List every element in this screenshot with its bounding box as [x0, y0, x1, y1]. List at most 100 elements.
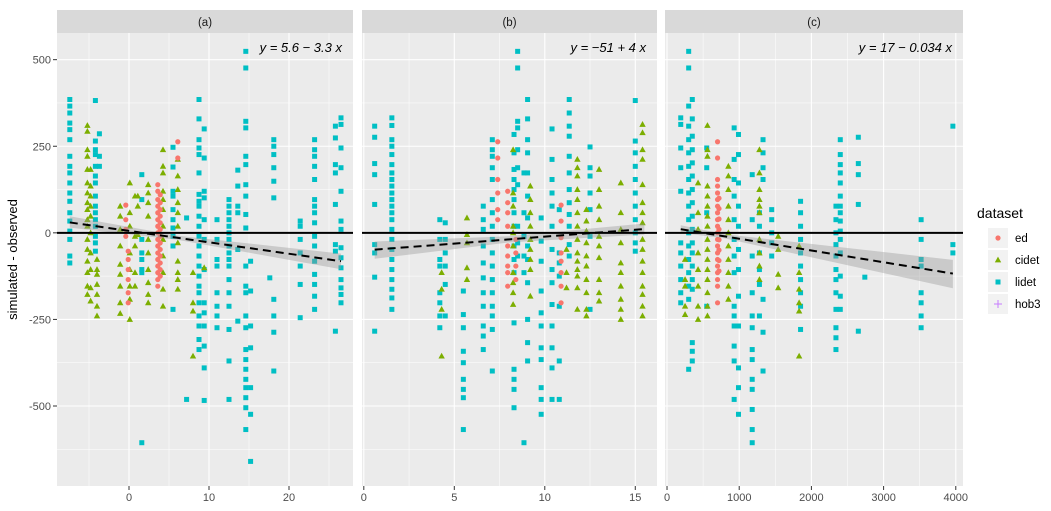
point-lidet — [731, 156, 737, 162]
point-ed — [125, 300, 131, 306]
point-ed — [495, 207, 501, 213]
point-cidet — [704, 222, 711, 229]
point-cidet — [639, 312, 646, 319]
point-lidet — [511, 366, 517, 372]
point-ed — [714, 190, 721, 196]
point-lidet — [549, 190, 555, 196]
point-cidet — [574, 172, 581, 179]
point-lidet — [201, 236, 207, 242]
point-lidet — [338, 291, 344, 297]
point-lidet — [587, 233, 593, 239]
point-lidet — [196, 263, 202, 269]
legend-label: lidet — [1015, 277, 1037, 289]
point-lidet — [139, 172, 145, 178]
point-cidet — [126, 316, 133, 322]
point-lidet — [731, 253, 737, 259]
point-cidet — [174, 199, 181, 206]
point-cidet — [131, 242, 139, 249]
point-cidet — [574, 236, 581, 242]
point-lidet — [686, 190, 692, 196]
point-cidet — [756, 276, 763, 282]
point-cidet — [527, 266, 534, 272]
point-lidet — [389, 217, 395, 223]
point-lidet — [201, 195, 207, 201]
point-lidet — [735, 411, 741, 417]
point-cidet — [84, 199, 91, 206]
point-lidet — [92, 180, 98, 186]
point-lidet — [735, 385, 741, 391]
point-cidet — [756, 186, 763, 192]
point-cidet — [795, 352, 803, 359]
point-lidet — [566, 187, 572, 193]
point-ed — [495, 155, 501, 161]
point-cidet — [527, 236, 534, 242]
point-cidet — [174, 239, 181, 246]
point-lidet — [632, 248, 638, 254]
point-lidet — [833, 277, 839, 283]
point-lidet — [389, 267, 395, 273]
point-cidet — [84, 216, 91, 223]
point-cidet — [93, 302, 101, 309]
point-lidet — [196, 96, 202, 102]
point-cidet — [126, 222, 133, 229]
point-cidet — [174, 222, 181, 229]
point-lidet — [92, 217, 98, 223]
point-lidet — [769, 253, 775, 259]
point-lidet — [243, 263, 249, 269]
panel-a: (a) 0 10 20 y = 5.6 − 3.3 x — [57, 10, 353, 504]
point-cidet — [617, 179, 625, 186]
point-lidet — [731, 343, 737, 349]
point-lidet — [489, 137, 495, 143]
point-cidet — [174, 172, 181, 179]
point-lidet — [689, 213, 695, 219]
point-lidet — [511, 376, 517, 382]
point-lidet — [678, 121, 684, 127]
regression-equation: y = 17 − 0.034 x — [858, 40, 953, 55]
point-cidet — [527, 209, 534, 216]
point-lidet — [480, 260, 486, 266]
legend-title: dataset — [977, 205, 1023, 221]
point-lidet — [139, 267, 145, 273]
point-ed — [157, 207, 163, 213]
point-lidet — [632, 150, 638, 156]
point-lidet — [515, 253, 521, 259]
point-cidet — [774, 284, 782, 291]
point-cidet — [574, 164, 581, 171]
point-lidet — [731, 125, 737, 131]
point-lidet — [271, 195, 277, 201]
point-lidet — [67, 137, 73, 143]
point-lidet — [735, 365, 741, 371]
point-ed — [123, 233, 129, 239]
point-cidet — [574, 196, 581, 202]
panel-background — [665, 33, 963, 486]
point-lidet — [689, 286, 695, 292]
x-tick-label: 10 — [539, 492, 551, 504]
point-ed — [714, 276, 721, 283]
point-lidet — [332, 162, 338, 168]
point-lidet — [297, 236, 303, 242]
point-cidet — [694, 302, 702, 309]
point-lidet — [950, 250, 956, 256]
x-tick-label: 0 — [361, 492, 367, 504]
point-lidet — [678, 300, 684, 306]
point-ed — [716, 257, 722, 264]
point-lidet — [184, 215, 190, 221]
point-lidet — [196, 347, 202, 353]
point-lidet — [950, 123, 956, 129]
point-lidet — [538, 385, 544, 391]
point-lidet — [271, 368, 277, 374]
point-lidet — [389, 152, 395, 158]
point-lidet — [297, 223, 303, 229]
point-lidet — [489, 290, 495, 296]
point-cidet — [639, 146, 646, 153]
point-lidet — [549, 267, 555, 273]
point-cidet — [639, 199, 646, 206]
point-lidet — [67, 210, 73, 216]
facet-strip — [57, 10, 353, 33]
panel-background — [57, 33, 353, 486]
point-lidet — [67, 127, 73, 133]
point-lidet — [735, 246, 741, 252]
point-lidet — [686, 243, 692, 249]
facet-strip-label: (b) — [502, 17, 516, 29]
point-lidet — [338, 226, 344, 232]
